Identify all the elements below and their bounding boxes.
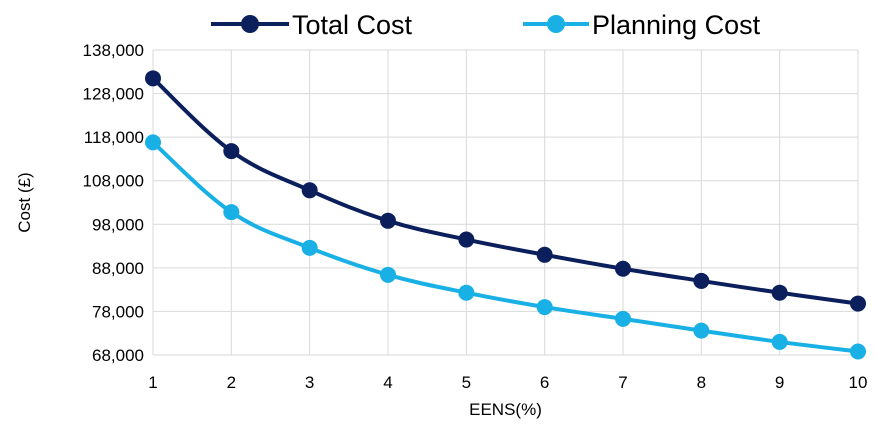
y-axis-ticks: 68,000 78,000 88,000 98,000 108,000 118,000 12… <box>83 41 144 365</box>
data-point <box>223 204 240 221</box>
data-point <box>380 212 396 229</box>
data-point <box>771 333 788 350</box>
x-tick-label: 10 <box>849 373 868 392</box>
grid <box>152 49 859 356</box>
data-point <box>458 231 475 248</box>
series-total-cost <box>145 70 866 312</box>
x-tick-label: 4 <box>383 373 392 392</box>
x-tick-label: 5 <box>462 373 471 392</box>
data-point <box>301 182 318 199</box>
x-tick-label: 2 <box>227 373 236 392</box>
y-tick-label: 138,000 <box>83 41 144 60</box>
series-line <box>151 76 859 306</box>
series-planning-cost <box>145 134 866 360</box>
data-point <box>536 246 553 263</box>
y-tick-label: 128,000 <box>83 85 144 104</box>
series <box>145 70 866 360</box>
x-tick-label: 1 <box>148 373 157 392</box>
legend-item: Planning Cost <box>523 10 761 40</box>
data-point <box>458 284 475 301</box>
data-point <box>223 143 240 160</box>
data-point <box>301 239 318 256</box>
x-axis-ticks: 1 2 3 4 5 6 7 8 9 10 <box>148 373 867 392</box>
data-point <box>615 260 631 277</box>
y-tick-label: 68,000 <box>92 346 144 365</box>
legend-item: Total Cost <box>211 10 413 40</box>
data-point <box>850 295 866 312</box>
y-axis-title: Cost (£) <box>15 172 34 232</box>
y-tick-label: 108,000 <box>83 172 144 191</box>
data-point <box>536 299 553 316</box>
x-tick-label: 7 <box>618 373 627 392</box>
legend: Total Cost Planning Cost <box>211 10 761 40</box>
data-point <box>615 310 631 327</box>
legend-label: Planning Cost <box>592 10 761 40</box>
y-tick-label: 98,000 <box>92 215 144 234</box>
x-axis-title: EENS(%) <box>469 400 542 419</box>
x-tick-label: 9 <box>775 373 784 392</box>
y-tick-label: 88,000 <box>92 259 144 278</box>
data-point <box>145 70 161 87</box>
x-tick-label: 3 <box>305 373 314 392</box>
data-point <box>145 134 161 151</box>
legend-swatch-marker <box>241 15 259 33</box>
y-tick-label: 118,000 <box>84 128 144 147</box>
data-point <box>693 322 710 339</box>
series-line <box>151 140 859 354</box>
y-tick-label: 78,000 <box>92 302 144 321</box>
legend-label: Total Cost <box>292 10 413 40</box>
x-tick-label: 8 <box>697 373 706 392</box>
data-point <box>693 272 710 289</box>
legend-swatch-marker <box>547 15 565 33</box>
x-tick-label: 6 <box>540 373 549 392</box>
data-point <box>771 284 788 301</box>
data-point <box>850 343 866 360</box>
data-point <box>380 266 396 283</box>
